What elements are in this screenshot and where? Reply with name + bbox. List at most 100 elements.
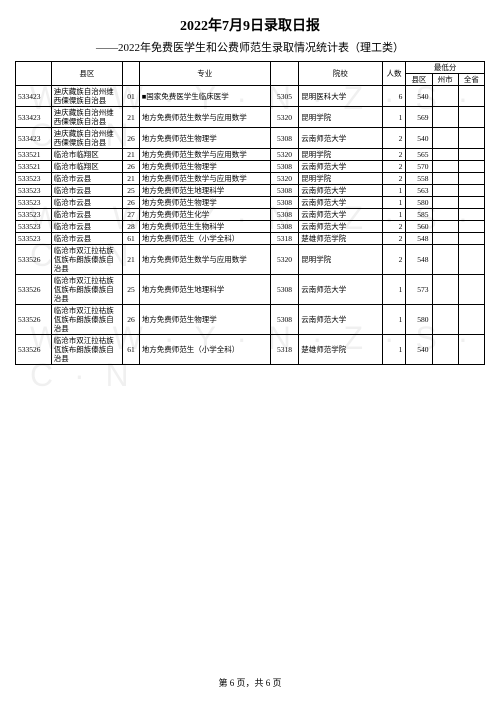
table-row: 533521临沧市临翔区21地方免费师范生数学与应用数学5320昆明学院2565 <box>16 149 485 161</box>
cell-count: 2 <box>382 149 406 161</box>
table-row: 533526临沧市双江拉祜族佤族布朗族傣族自治县61地方免费师范生（小学全科）5… <box>16 335 485 365</box>
cell-schcode: 5308 <box>270 197 299 209</box>
cell-schcode: 5308 <box>270 128 299 149</box>
cell-score-county: 540 <box>406 86 432 107</box>
cell-score-prov <box>458 128 484 149</box>
cell-score-county: 560 <box>406 221 432 233</box>
cell-county: 临沧市双江拉祜族佤族布朗族傣族自治县 <box>51 275 122 305</box>
cell-schcode: 5308 <box>270 305 299 335</box>
header-school: 院校 <box>299 62 382 86</box>
cell-code: 533523 <box>16 209 52 221</box>
cell-score-county: 548 <box>406 233 432 245</box>
cell-majcode: 27 <box>123 209 140 221</box>
cell-score-city <box>432 221 458 233</box>
cell-schcode: 5308 <box>270 161 299 173</box>
cell-score-city <box>432 107 458 128</box>
cell-score-city <box>432 275 458 305</box>
cell-county: 临沧市云县 <box>51 221 122 233</box>
header-major: 专业 <box>139 62 270 86</box>
cell-score-county: 570 <box>406 161 432 173</box>
cell-score-prov <box>458 335 484 365</box>
cell-county: 迪庆藏族自治州维西傈僳族自治县 <box>51 107 122 128</box>
table-row: 533423迪庆藏族自治州维西傈僳族自治县21地方免费师范生数学与应用数学532… <box>16 107 485 128</box>
table-row: 533526临沧市双江拉祜族佤族布朗族傣族自治县26地方免费师范生物理学5308… <box>16 305 485 335</box>
header-score-prov: 全省 <box>458 74 484 86</box>
header-code <box>16 62 52 86</box>
cell-majcode: 61 <box>123 335 140 365</box>
cell-score-prov <box>458 107 484 128</box>
cell-major: 地方免费师范生地理科学 <box>139 185 270 197</box>
cell-code: 533523 <box>16 197 52 209</box>
cell-major: 地方免费师范生物理学 <box>139 161 270 173</box>
cell-major: 地方免费师范生生物科学 <box>139 221 270 233</box>
cell-score-county: 580 <box>406 197 432 209</box>
table-row: 533523临沧市云县28地方免费师范生生物科学5308云南师范大学2560 <box>16 221 485 233</box>
cell-majcode: 21 <box>123 173 140 185</box>
cell-major: ■国家免费医学生临床医学 <box>139 86 270 107</box>
cell-score-prov <box>458 197 484 209</box>
cell-school: 云南师范大学 <box>299 221 382 233</box>
header-score-county: 县区 <box>406 74 432 86</box>
cell-score-prov <box>458 221 484 233</box>
table-row: 533526临沧市双江拉祜族佤族布朗族傣族自治县21地方免费师范生数学与应用数学… <box>16 245 485 275</box>
cell-school: 昆明医科大学 <box>299 86 382 107</box>
table-row: 533423迪庆藏族自治州维西傈僳族自治县26地方免费师范生物理学5308云南师… <box>16 128 485 149</box>
cell-score-county: 558 <box>406 173 432 185</box>
cell-score-prov <box>458 185 484 197</box>
cell-major: 地方免费师范生化学 <box>139 209 270 221</box>
cell-majcode: 21 <box>123 149 140 161</box>
cell-county: 临沧市双江拉祜族佤族布朗族傣族自治县 <box>51 305 122 335</box>
cell-code: 533526 <box>16 275 52 305</box>
cell-majcode: 25 <box>123 185 140 197</box>
cell-majcode: 26 <box>123 197 140 209</box>
cell-score-city <box>432 185 458 197</box>
cell-county: 临沧市双江拉祜族佤族布朗族傣族自治县 <box>51 245 122 275</box>
cell-majcode: 26 <box>123 161 140 173</box>
cell-score-county: 580 <box>406 305 432 335</box>
cell-count: 6 <box>382 86 406 107</box>
cell-score-city <box>432 173 458 185</box>
cell-majcode: 61 <box>123 233 140 245</box>
table-row: 533523临沧市云县61地方免费师范生（小学全科）5318楚雄师范学院2548 <box>16 233 485 245</box>
cell-major: 地方免费师范生物理学 <box>139 305 270 335</box>
cell-count: 1 <box>382 335 406 365</box>
table-row: 533526临沧市双江拉祜族佤族布朗族傣族自治县25地方免费师范生地理科学530… <box>16 275 485 305</box>
cell-score-city <box>432 149 458 161</box>
cell-code: 533526 <box>16 335 52 365</box>
cell-county: 临沧市临翔区 <box>51 161 122 173</box>
cell-code: 533423 <box>16 128 52 149</box>
table-row: 533423迪庆藏族自治州维西傈僳族自治县01■国家免费医学生临床医学5305昆… <box>16 86 485 107</box>
cell-majcode: 21 <box>123 245 140 275</box>
cell-major: 地方免费师范生物理学 <box>139 197 270 209</box>
cell-schcode: 5305 <box>270 86 299 107</box>
admission-table: 县区 专业 院校 人数 最低分 县区 州市 全省 533423迪庆藏族自治州维西… <box>15 61 485 365</box>
cell-majcode: 26 <box>123 128 140 149</box>
cell-major: 地方免费师范生（小学全科） <box>139 233 270 245</box>
cell-score-county: 565 <box>406 149 432 161</box>
cell-code: 533521 <box>16 149 52 161</box>
cell-score-city <box>432 86 458 107</box>
cell-county: 临沧市云县 <box>51 209 122 221</box>
cell-school: 昆明学院 <box>299 245 382 275</box>
cell-school: 云南师范大学 <box>299 209 382 221</box>
cell-schcode: 5320 <box>270 149 299 161</box>
cell-count: 1 <box>382 305 406 335</box>
cell-schcode: 5320 <box>270 107 299 128</box>
cell-county: 临沧市云县 <box>51 185 122 197</box>
cell-score-prov <box>458 161 484 173</box>
cell-score-city <box>432 335 458 365</box>
cell-code: 533423 <box>16 86 52 107</box>
table-row: 533523临沧市云县27地方免费师范生化学5308云南师范大学1585 <box>16 209 485 221</box>
cell-school: 昆明学院 <box>299 173 382 185</box>
cell-score-county: 573 <box>406 275 432 305</box>
cell-score-county: 585 <box>406 209 432 221</box>
cell-score-prov <box>458 245 484 275</box>
cell-count: 1 <box>382 275 406 305</box>
cell-school: 昆明学院 <box>299 107 382 128</box>
cell-score-county: 548 <box>406 245 432 275</box>
cell-school: 云南师范大学 <box>299 197 382 209</box>
page-subtitle: ——2022年免费医学生和公费师范生录取情况统计表（理工类） <box>15 39 485 55</box>
cell-code: 533523 <box>16 185 52 197</box>
cell-score-city <box>432 305 458 335</box>
cell-count: 2 <box>382 233 406 245</box>
